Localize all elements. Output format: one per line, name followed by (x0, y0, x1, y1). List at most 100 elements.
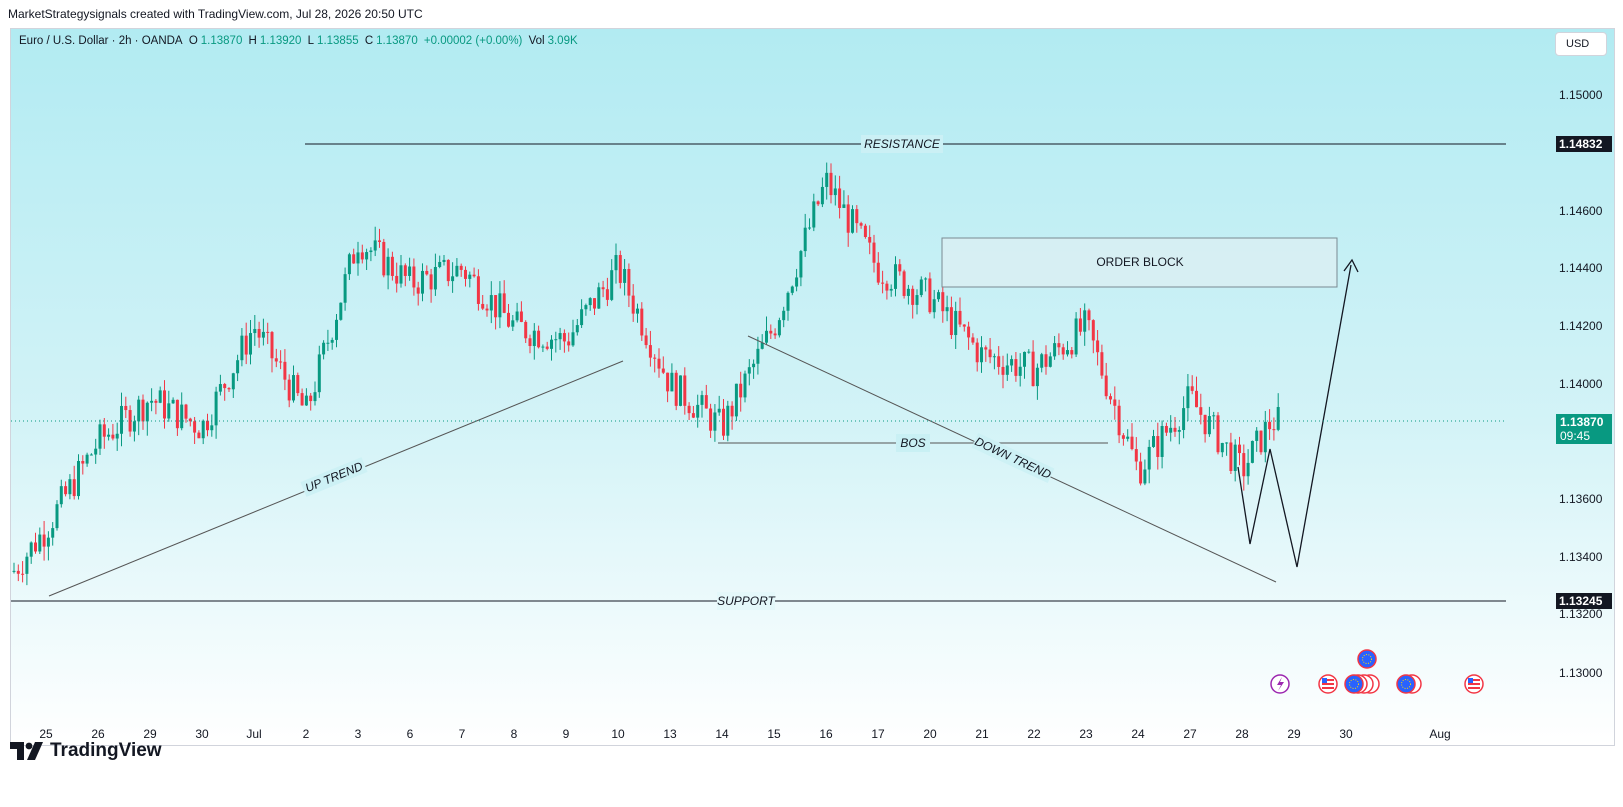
candle-body (734, 383, 738, 417)
candle-body (343, 274, 347, 303)
candle-body (691, 413, 695, 418)
candle-body (412, 266, 416, 288)
candle-body (163, 390, 166, 419)
eu-flag-event-icon[interactable] (1357, 649, 1377, 669)
candle-body (206, 420, 209, 431)
candle-body (545, 346, 549, 349)
candle-body (494, 295, 498, 318)
candle-body (476, 276, 480, 304)
close-label: C (364, 35, 374, 47)
candle-body (137, 399, 141, 422)
lightning-event-icon[interactable] (1270, 674, 1290, 694)
candle-body (915, 295, 919, 305)
currency-button[interactable]: USD (1555, 32, 1607, 56)
time-tick-label: 3 (354, 727, 362, 741)
candle-body (1238, 444, 1241, 454)
candle-body (683, 375, 687, 406)
eu-flag-event-pair-icon[interactable] (1396, 674, 1422, 694)
time-tick-label: Jul (246, 727, 262, 741)
candle-body (941, 292, 945, 312)
candle-body (266, 331, 270, 333)
order-block-box[interactable] (941, 237, 1338, 288)
resistance-label-bg (861, 135, 943, 153)
time-tick-label: 7 (458, 727, 466, 741)
time-tick-label: 17 (871, 727, 885, 741)
high-value: 1.13920 (259, 35, 302, 47)
candle-body (997, 356, 1001, 367)
candle-body (975, 342, 979, 363)
candle-body (373, 240, 377, 251)
candle-body (795, 277, 799, 287)
candle-body (519, 311, 523, 322)
candle-body (201, 420, 205, 439)
candle-body (304, 395, 308, 406)
candle-body (1083, 310, 1087, 332)
candle-body (12, 570, 16, 572)
us-flag-event-icon[interactable] (1318, 674, 1338, 694)
time-tick-label: 27 (1183, 727, 1197, 741)
projection-path[interactable] (1237, 264, 1352, 568)
candle-body (730, 405, 734, 417)
price-tick-label: 1.14600 (1559, 204, 1603, 218)
candle-body (1134, 449, 1138, 462)
time-tick-label: 30 (195, 727, 209, 741)
candle-body (1035, 367, 1039, 387)
candle-body (253, 328, 257, 334)
candle-body (597, 287, 601, 309)
candle-body (605, 289, 609, 300)
price-tick-label: 1.13200 (1559, 607, 1603, 621)
candle-body (1109, 396, 1112, 400)
candle-body (812, 201, 816, 228)
candle-body (102, 424, 106, 437)
candle-body (360, 252, 364, 260)
candle-body (700, 395, 704, 405)
down-trend-label-bg (971, 432, 1055, 484)
tradingview-logo[interactable]: TradingView (10, 740, 162, 762)
support-label: SUPPORT (717, 594, 776, 608)
candle-body (1216, 415, 1220, 453)
drawings-layer: RESISTANCE SUPPORT ORDER BLOCK BOS UP TR… (11, 135, 1506, 610)
candle-body (390, 256, 394, 276)
chart-pane[interactable]: RESISTANCE SUPPORT ORDER BLOCK BOS UP TR… (10, 28, 1615, 746)
chart-canvas[interactable]: RESISTANCE SUPPORT ORDER BLOCK BOS UP TR… (11, 29, 1614, 745)
candle-body (94, 448, 98, 455)
candle-body (292, 375, 295, 401)
time-tick-label: 24 (1131, 727, 1145, 741)
candle-body (502, 293, 506, 313)
candle-body (347, 254, 351, 275)
candle-body (799, 251, 803, 278)
candle-body (1164, 425, 1168, 433)
candle-body (1272, 429, 1276, 431)
candle-body (1225, 442, 1229, 444)
time-tick-label: 16 (819, 727, 833, 741)
symbol-legend[interactable]: Euro / U.S. Dollar · 2h · OANDA O 1.13870… (19, 35, 581, 47)
candle-body (145, 402, 149, 422)
support-label-bg (717, 592, 775, 610)
candle-body (550, 339, 553, 349)
time-tick-label: 15 (767, 727, 781, 741)
us-flag-event-icon-2[interactable] (1464, 674, 1484, 694)
candle-body (485, 308, 489, 311)
candle-body (1139, 461, 1143, 484)
candle-body (1250, 440, 1254, 463)
candle-body (937, 292, 940, 300)
price-tick-label: 1.13000 (1559, 666, 1603, 680)
time-tick-label: 13 (663, 727, 677, 741)
symbol-name[interactable]: Euro / U.S. Dollar · 2h · OANDA (19, 35, 183, 47)
candle-body (335, 319, 338, 340)
eu-flag-event-group-icon[interactable] (1344, 674, 1380, 694)
candle-body (283, 361, 287, 380)
candle-body (270, 332, 274, 359)
candle-body (369, 250, 373, 253)
up-trend-label: UP TREND (303, 459, 365, 495)
candle-body (537, 330, 541, 348)
candle-body (967, 326, 971, 338)
candle-body (567, 341, 571, 346)
events-layer[interactable] (1270, 649, 1484, 694)
volume-value: 3.09K (547, 35, 578, 47)
projection-arrowhead (1343, 258, 1359, 273)
candle-body (81, 460, 85, 464)
resistance-label: RESISTANCE (864, 137, 941, 151)
candle-body (188, 418, 192, 422)
candle-body (352, 254, 356, 264)
